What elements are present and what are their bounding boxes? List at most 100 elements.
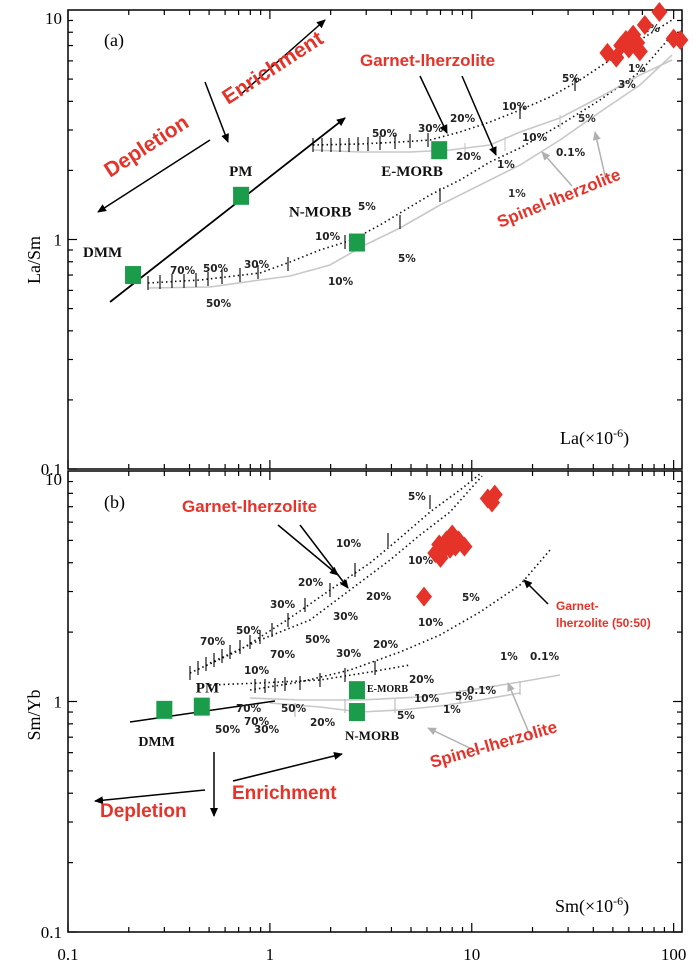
label-enrichment-a: Enrichment (218, 27, 327, 109)
label-garnet5050-line2: lherzolite (50:50) (556, 616, 651, 630)
percent-label: 1% (628, 63, 646, 75)
percent-label: 5% (562, 73, 580, 85)
panel-b-samples (416, 484, 503, 607)
reference-label-n-morb: N-MORB (289, 205, 352, 221)
sample-point (631, 41, 648, 62)
percent-label: 20% (298, 577, 324, 589)
panel-b-ticks: 0.1 1 10 0.1 1 10 100 (41, 470, 687, 963)
percent-label: 30% (336, 648, 362, 660)
spinel-curve-dmm (147, 54, 673, 289)
garnet-pointer-arrow (419, 75, 448, 134)
percent-label: 70% (244, 716, 270, 728)
percent-label: 20% (310, 717, 336, 729)
reference-label-dmm: DMM (138, 735, 175, 750)
panel-a: (a) La/Sm La(×10-6) 0.1 1 10 70% 50% 30% 50% 1… (24, 2, 689, 479)
y-tick-label: 1 (54, 693, 63, 712)
y-tick-label: 10 (45, 470, 62, 489)
percent-label: 50% (372, 128, 398, 140)
label-garnet-a: Garnet-lherzolite (360, 51, 495, 70)
sample-point (484, 492, 501, 513)
spinel-pointer-arrow (592, 131, 607, 181)
percent-label: 70% (170, 265, 196, 277)
percent-label: 50% (215, 724, 241, 736)
garnet-curve-dmm (147, 34, 673, 284)
percent-label: 10% (414, 693, 440, 705)
percent-label: 5% (462, 592, 480, 604)
panel-b-label: (b) (104, 492, 125, 513)
label-depletion-b: Depletion (100, 801, 187, 822)
percent-label: 50% (305, 634, 331, 646)
garnet-pointer-arrow (277, 524, 339, 576)
down-arrow (204, 81, 229, 143)
percent-label: 0.1% (467, 685, 497, 697)
percent-label: 1% (508, 188, 526, 200)
y-tick-label: 0.1 (41, 460, 62, 479)
percent-label: 20% (373, 639, 399, 651)
spinel-curve-emorb (312, 59, 673, 153)
sample-point (672, 30, 689, 51)
percent-label: 30% (333, 611, 359, 623)
panel-a-curves: 70% 50% 30% 50% 10% 5% 10% 5% 50% 30% 20% 10% 5% 1% 3%… (147, 19, 673, 310)
sample-point (617, 30, 634, 51)
panel-b-ylabel: Sm/Yb (24, 689, 44, 740)
label-depletion-a: Depletion (100, 111, 193, 182)
y-tick-label: 10 (45, 9, 62, 28)
percent-label: 20% (409, 674, 435, 686)
percent-label: 10% (418, 617, 444, 629)
spinel-pointer-arrow (427, 727, 479, 753)
percent-label: 5% (455, 691, 473, 703)
percent-label: 30% (244, 259, 270, 271)
percent-label: 70% (270, 649, 296, 661)
reference-point-e-morb (348, 681, 365, 700)
reference-label-pm: PM (229, 164, 252, 180)
panel-b-xlabel: Sm(×10-6) (555, 894, 629, 917)
percent-label: 5% (408, 491, 426, 503)
percent-label: 5% (578, 113, 596, 125)
garnet-curve-upper (189, 473, 481, 674)
percent-label: 10% (328, 276, 354, 288)
garnet-pointer-arrow (461, 75, 497, 156)
enrichment-arrow (239, 19, 326, 96)
percent-label: 20% (450, 113, 476, 125)
percent-label: 30% (254, 724, 280, 736)
x-tick-label: 0.1 (57, 945, 78, 963)
percent-label: 50% (203, 263, 229, 275)
garnet5050-pointer-arrow (523, 579, 549, 605)
trend-arrow (109, 117, 346, 303)
percent-label: 10% (502, 101, 528, 113)
reference-point-n-morb (348, 233, 365, 252)
sample-point (636, 15, 653, 36)
reference-point-pm (233, 186, 250, 205)
reference-point-n-morb (348, 703, 365, 722)
x-tick-label: 1 (266, 945, 275, 963)
percent-label: 20% (366, 591, 392, 603)
depletion-arrow (97, 139, 211, 213)
panel-a-xlabel: La(×10-6) (560, 426, 629, 449)
garnet-pointer-arrow (299, 524, 349, 589)
percent-label: 10% (336, 538, 362, 550)
y-tick-label: 1 (54, 231, 63, 250)
panel-a-arrows (97, 19, 607, 303)
label-garnet5050-line1: Garnet- (556, 599, 599, 613)
panel-a-reference-points: DMM PM N-MORB E-MORB (83, 141, 448, 285)
reference-label-e-morb: E-MORB (367, 684, 408, 695)
panel-b: (b) Sm/Yb Sm(×10-6) 0.1 1 10 0.1 1 10 100 5% 10… (24, 470, 686, 963)
percent-label: 5% (397, 710, 415, 722)
percent-label: 3% (618, 79, 636, 91)
x-tick-label: 10 (463, 945, 480, 963)
percent-label: 50% (236, 625, 262, 637)
percent-label: 30% (418, 123, 444, 135)
percent-label: 70% (236, 703, 262, 715)
spinel-pointer-arrow (507, 682, 533, 741)
garnet-curve-5050 (249, 549, 551, 691)
reference-point-dmm (125, 266, 142, 285)
percent-label: 10% (315, 231, 341, 243)
x-tick-label: 100 (661, 945, 687, 963)
reference-point-e-morb (431, 141, 448, 160)
label-spinel-b: Spinel-lherzolite (428, 717, 559, 771)
sample-point (432, 547, 449, 568)
percent-label: 0.1% (556, 147, 586, 159)
percent-label: 1% (500, 651, 518, 663)
percent-label: 10% (244, 665, 270, 677)
percent-label: 50% (206, 298, 232, 310)
